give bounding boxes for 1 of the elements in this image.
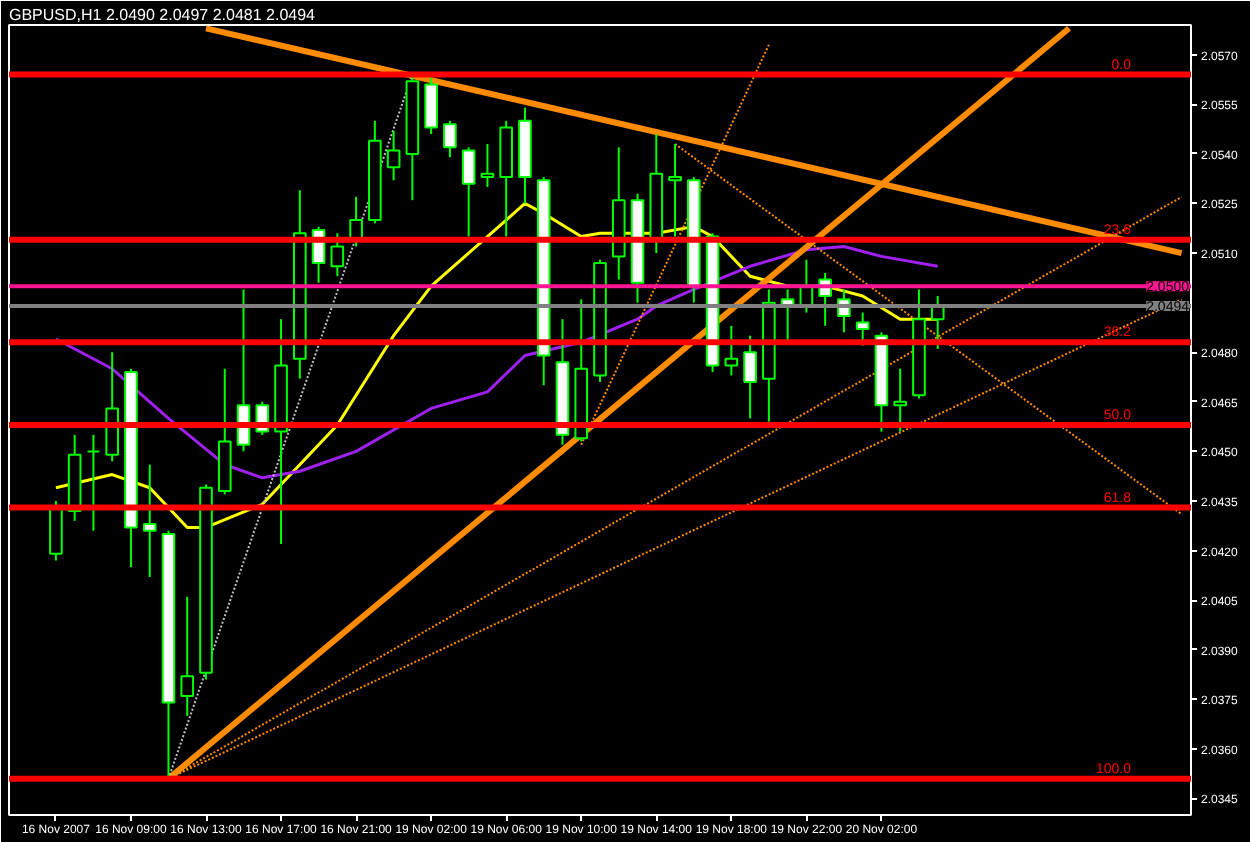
- chart-title: GBPUSD,H1 2.0490 2.0497 2.0481 2.0494: [9, 6, 317, 24]
